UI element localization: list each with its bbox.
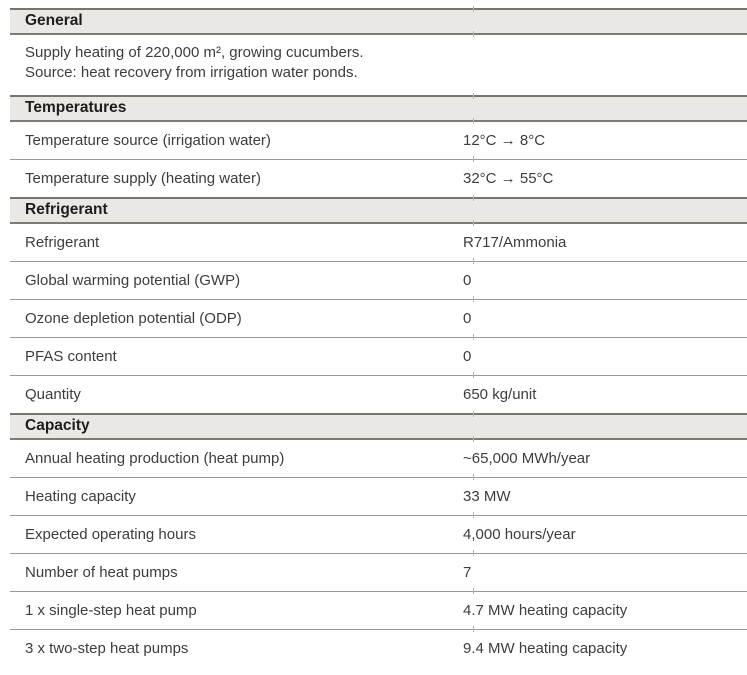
table-row: Temperature source (irrigation water) 12… (10, 118, 747, 159)
spec-value: 650 kg/unit (463, 386, 537, 403)
spec-value: 9.4 MW heating capacity (463, 640, 628, 657)
spec-value: 0 (463, 310, 472, 327)
spec-value: 32°C → 55°C (463, 170, 554, 187)
spec-label: Number of heat pumps (25, 564, 178, 581)
section-body-general: Supply heating of 220,000 m², growing cu… (10, 31, 747, 95)
spec-label: PFAS content (25, 348, 117, 365)
spec-label: Heating capacity (25, 488, 136, 505)
spec-value: 4.7 MW heating capacity (463, 602, 628, 619)
table-row: Ozone depletion potential (ODP) 0 (10, 296, 747, 337)
spec-label: Expected operating hours (25, 526, 196, 543)
spec-value: R717/Ammonia (463, 234, 567, 251)
table-row: Global warming potential (GWP) 0 (10, 258, 747, 299)
table-row: Expected operating hours 4,000 hours/yea… (10, 512, 747, 553)
table-row: Heating capacity 33 MW (10, 474, 747, 515)
table-row: Refrigerant R717/Ammonia (10, 220, 747, 261)
table-row: Temperature supply (heating water) 32°C … (10, 156, 747, 197)
spec-value: ~65,000 MWh/year (463, 450, 591, 467)
spec-label: Global warming potential (GWP) (25, 272, 241, 289)
spec-value: 0 (463, 348, 472, 365)
section-title: Capacity (25, 417, 90, 434)
spec-label: Temperature supply (heating water) (25, 170, 261, 187)
general-line-1: Supply heating of 220,000 m², growing cu… (25, 44, 364, 61)
section-header-temperatures: Temperatures (10, 93, 747, 122)
section-header-refrigerant: Refrigerant (10, 195, 747, 224)
table-row: Annual heating production (heat pump) ~6… (10, 436, 747, 477)
spec-value: 4,000 hours/year (463, 526, 576, 543)
table-row: Number of heat pumps 7 (10, 550, 747, 591)
spec-label: Annual heating production (heat pump) (25, 450, 285, 467)
spec-label: Quantity (25, 386, 81, 403)
section-header-capacity: Capacity (10, 411, 747, 440)
spec-table: General Supply heating of 220,000 m², gr… (10, 6, 747, 667)
table-row: Quantity 650 kg/unit (10, 372, 747, 413)
table-row: PFAS content 0 (10, 334, 747, 375)
table-row: 3 x two-step heat pumps 9.4 MW heating c… (10, 626, 747, 667)
spec-value: 0 (463, 272, 472, 289)
spec-label: 1 x single-step heat pump (25, 602, 197, 619)
spec-label: Refrigerant (25, 234, 100, 251)
spec-label: Temperature source (irrigation water) (25, 132, 271, 149)
table-row: 1 x single-step heat pump 4.7 MW heating… (10, 588, 747, 629)
general-line-2: Source: heat recovery from irrigation wa… (25, 64, 358, 81)
section-title: Temperatures (25, 99, 127, 116)
spec-label: Ozone depletion potential (ODP) (25, 310, 242, 327)
section-header-general: General (10, 6, 747, 35)
spec-value: 7 (463, 564, 472, 581)
section-title: General (25, 12, 83, 29)
spec-value: 12°C → 8°C (463, 132, 546, 149)
spec-value: 33 MW (463, 488, 511, 505)
section-title: Refrigerant (25, 201, 108, 218)
spec-label: 3 x two-step heat pumps (25, 640, 189, 657)
